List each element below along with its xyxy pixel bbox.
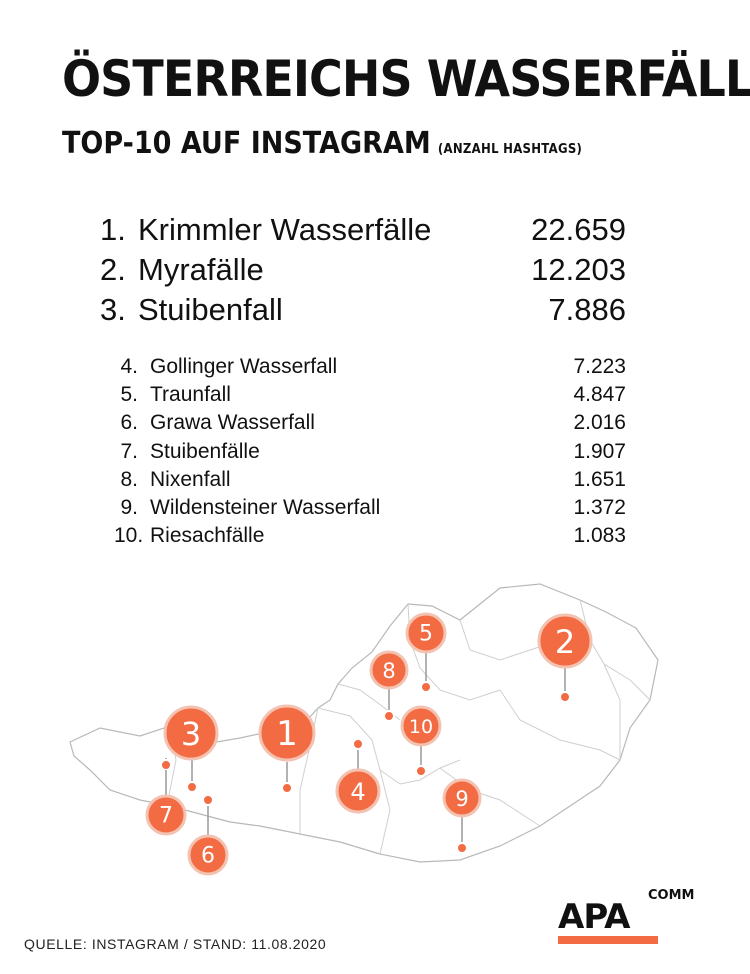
hashtag-count: 4.847 — [573, 383, 626, 407]
waterfall-name: Traunfall — [150, 383, 231, 407]
hashtag-count: 1.907 — [573, 439, 626, 463]
rank-number: 7. — [120, 439, 138, 463]
hashtag-count: 1.083 — [573, 524, 626, 548]
list-item: 3. Stuibenfall 7.886 — [100, 290, 626, 330]
map-pin-5: 5 — [405, 612, 447, 693]
list-item: 2. Myrafälle 12.203 — [100, 250, 626, 290]
subtitle-text: TOP-10 AUF INSTAGRAM — [62, 126, 431, 161]
pin-label: 3 — [181, 715, 201, 753]
page-subtitle: TOP-10 AUF INSTAGRAM (ANZAHL HASHTAGS) — [62, 124, 582, 170]
hashtag-count: 2.016 — [573, 411, 626, 435]
waterfall-name: Gollinger Wasserfall — [150, 355, 338, 379]
list-item: 10. Riesachfälle 1.083 — [114, 522, 626, 550]
rank-number: 1. — [100, 212, 126, 247]
logo-sub: COMM — [648, 888, 695, 903]
waterfall-name: Nixenfall — [150, 467, 231, 491]
rank-number: 2. — [100, 252, 126, 287]
rank-number: 4. — [120, 355, 138, 379]
map-pin-8: 8 — [369, 650, 409, 722]
rank-number: 5. — [120, 383, 138, 407]
map-pin-2: 2 — [537, 613, 593, 703]
pin-label: 5 — [419, 622, 433, 647]
pin-label: 8 — [382, 659, 395, 683]
waterfall-name: Grawa Wasserfall — [150, 411, 315, 435]
waterfall-name: Stuibenfälle — [150, 439, 260, 463]
source-note: QUELLE: INSTAGRAM / STAND: 11.08.2020 — [24, 936, 327, 952]
rank-number: 8. — [120, 467, 138, 491]
map-pin-1: 1 — [258, 704, 316, 794]
rank-number: 9. — [120, 496, 138, 520]
list-item: 4. Gollinger Wasserfall 7.223 — [114, 353, 626, 381]
waterfall-name: Stuibenfall — [138, 292, 283, 327]
pin-label: 1 — [276, 714, 298, 754]
page-title: ÖSTERREICHS WASSERFÄLLE — [62, 50, 750, 108]
pin-label: 10 — [409, 716, 433, 738]
subtitle-note: (ANZAHL HASHTAGS) — [437, 142, 583, 157]
map-pin-9: 9 — [442, 778, 482, 854]
pin-label: 6 — [201, 844, 215, 869]
state-borders — [167, 599, 651, 855]
map-pin-10: 10 — [400, 705, 442, 777]
list-item: 6. Grawa Wasserfall 2.016 — [114, 409, 626, 437]
map-pin-3: 3 — [160, 705, 219, 793]
list-item: 5. Traunfall 4.847 — [114, 381, 626, 409]
list-item: 7. Stuibenfälle 1.907 — [114, 438, 626, 466]
waterfall-name: Wildensteiner Wasserfall — [150, 496, 381, 520]
waterfall-name: Myrafälle — [138, 252, 264, 287]
logo-main: APA — [558, 897, 630, 937]
hashtag-count: 7.886 — [548, 292, 626, 327]
list-item: 1. Krimmler Wasserfälle 22.659 — [100, 210, 626, 250]
map-pin-7: 7 — [145, 770, 187, 836]
pin-label: 7 — [159, 804, 173, 829]
waterfall-name: Krimmler Wasserfälle — [138, 212, 432, 247]
rank-number: 6. — [120, 411, 138, 435]
austria-map: 1 2 3 4 5 6 7 8 — [69, 583, 659, 876]
apa-comm-logo: COMM APA — [558, 888, 718, 948]
waterfall-name: Riesachfälle — [150, 524, 265, 548]
list-item: 8. Nixenfall 1.651 — [114, 466, 626, 494]
remaining-list: 4. Gollinger Wasserfall 7.223 5. Traunfa… — [114, 353, 626, 550]
hashtag-count: 1.651 — [573, 467, 626, 491]
pin-label: 2 — [555, 623, 575, 661]
logo-bar — [558, 936, 658, 944]
map-pin-6: 6 — [187, 794, 229, 876]
pin-label: 4 — [350, 778, 365, 806]
hashtag-count: 12.203 — [531, 252, 626, 287]
hashtag-count: 1.372 — [573, 496, 626, 520]
pin-label: 9 — [455, 787, 468, 811]
rank-number: 10. — [114, 524, 144, 548]
map-pin-4: 4 — [335, 738, 381, 814]
top-three-list: 1. Krimmler Wasserfälle 22.659 2. Myrafä… — [100, 210, 626, 330]
hashtag-count: 7.223 — [573, 355, 626, 379]
rank-number: 3. — [100, 292, 126, 327]
hashtag-count: 22.659 — [531, 212, 626, 247]
list-item: 9. Wildensteiner Wasserfall 1.372 — [114, 494, 626, 522]
